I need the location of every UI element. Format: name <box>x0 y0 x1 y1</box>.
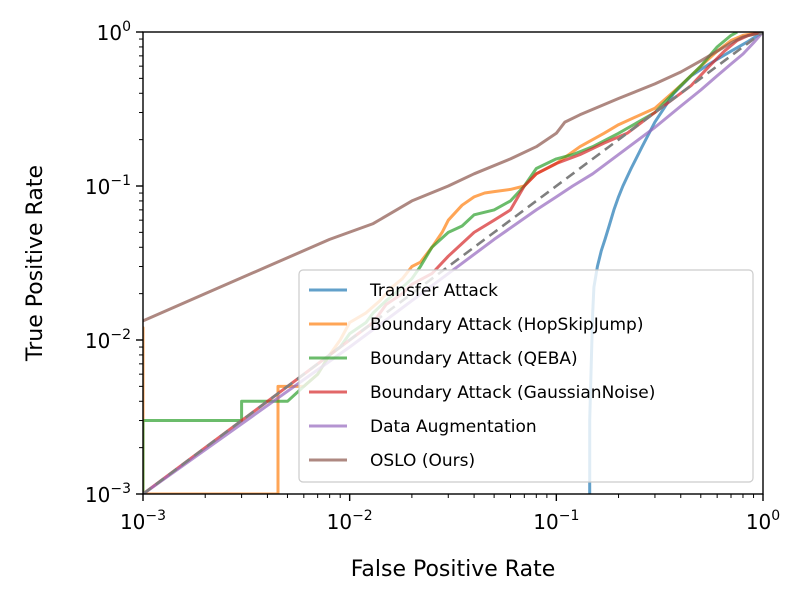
series-line-5 <box>143 32 763 323</box>
legend: Transfer Attack Boundary Attack (HopSkipJ… <box>298 269 754 483</box>
legend-label-1: Boundary Attack (HopSkipJump) <box>370 315 643 335</box>
legend-label-5: OSLO (Ours) <box>370 451 475 471</box>
legend-box <box>298 269 754 483</box>
y-tick-label-1: 10−2 <box>85 327 131 353</box>
series-line-4 <box>143 32 763 494</box>
x-tick-label-1: 10−2 <box>327 508 373 534</box>
x-tick-label-2: 10−1 <box>533 508 579 534</box>
y-tick-label-2: 10−1 <box>85 173 131 199</box>
ticks-layer: 10−3 10−2 10−1 100 10−3 10−2 10−1 100 <box>85 19 780 534</box>
y-axis-label: True Positive Rate <box>23 165 48 362</box>
legend-label-2: Boundary Attack (QEBA) <box>370 349 578 369</box>
y-tick-label-0: 10−3 <box>85 481 131 507</box>
x-axis-label: False Positive Rate <box>351 557 555 582</box>
legend-label-4: Data Augmentation <box>370 417 537 437</box>
reference-diagonal-line <box>143 32 763 494</box>
x-tick-label-0: 10−3 <box>120 508 166 534</box>
plot-frame <box>142 31 764 495</box>
x-tick-label-3: 100 <box>746 508 780 534</box>
legend-label-0: Transfer Attack <box>369 281 498 301</box>
y-tick-label-3: 100 <box>97 19 131 45</box>
legend-label-3: Boundary Attack (GaussianNoise) <box>370 383 655 403</box>
